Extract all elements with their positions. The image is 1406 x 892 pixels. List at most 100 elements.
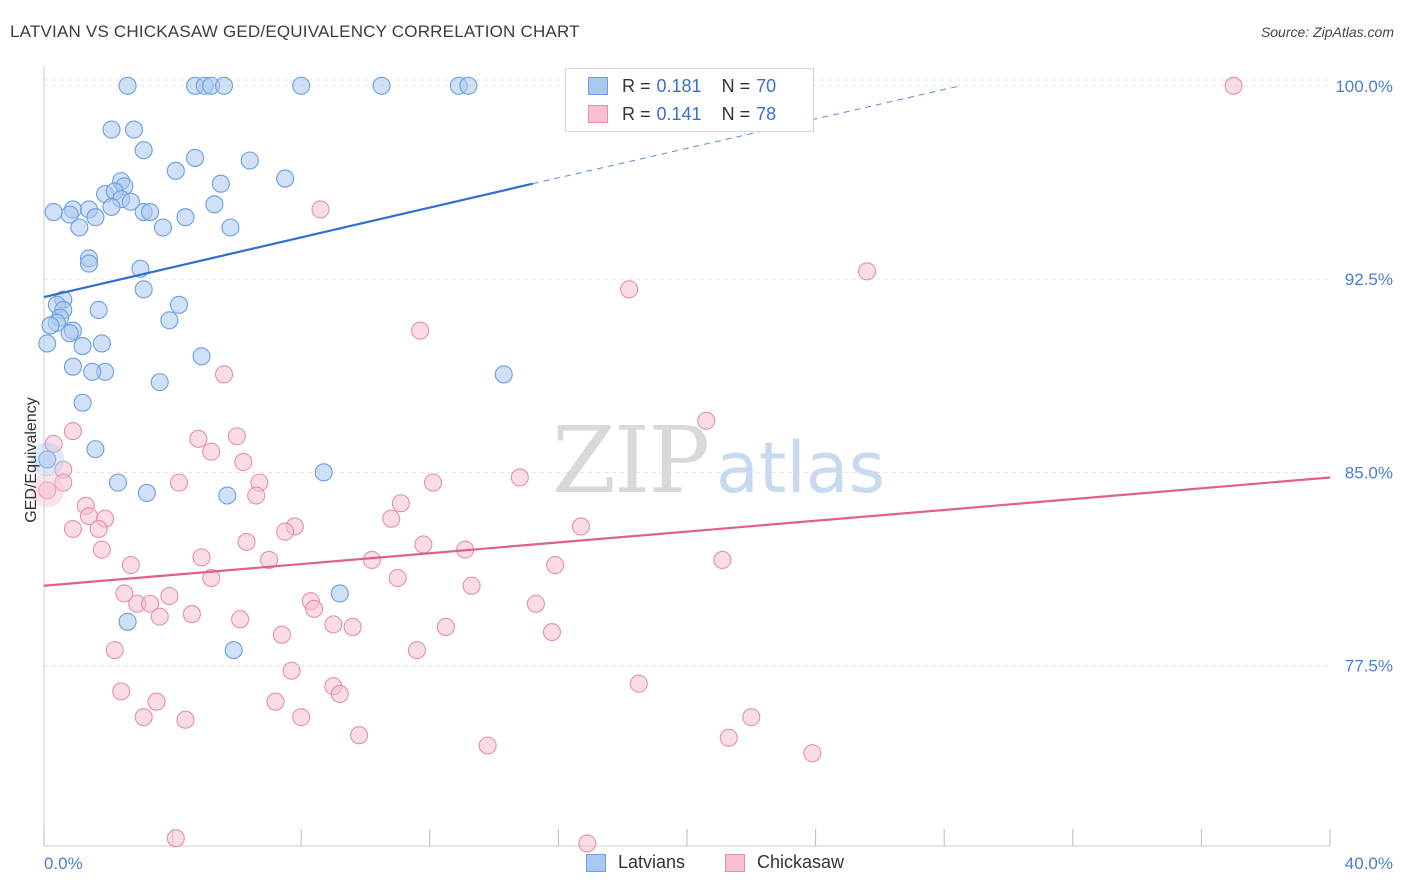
gridlines (44, 79, 1330, 667)
chickasaw-point (713, 550, 732, 569)
latvians-point (73, 337, 92, 356)
latvians-point (218, 486, 237, 505)
latvians-point (38, 334, 57, 353)
latvians-point (214, 76, 234, 95)
latvians-point (44, 202, 63, 222)
correlation-legend: R = 0.181 N = 70 R = 0.141 N = 78 (565, 68, 814, 132)
chickasaw-point (719, 728, 738, 747)
latvians-point (240, 151, 259, 170)
latvians-points (30, 76, 513, 660)
latvians-point (124, 120, 144, 139)
chickasaw-point (510, 468, 529, 487)
latvians-trend-line (43, 182, 533, 299)
legend-row-chickasaw: R = 0.141 N = 78 (588, 103, 776, 125)
chickasaw-point (63, 519, 82, 539)
latvians-point (314, 463, 333, 482)
chickasaw-point (305, 599, 324, 618)
legend-r-label: R = (622, 75, 651, 96)
latvians-point (211, 174, 230, 193)
chickasaw-point (697, 411, 716, 430)
latvians-point (86, 440, 105, 459)
chickasaw-point (176, 710, 195, 729)
chickasaw-point (150, 607, 169, 626)
latvians-point (86, 208, 105, 227)
latvians-point (205, 195, 224, 214)
chickasaw-point (578, 834, 597, 853)
chickasaw-swatch (588, 105, 608, 123)
latvians-point (459, 76, 478, 95)
chickasaw-point (629, 674, 648, 693)
chickasaw-point (141, 594, 160, 613)
latvians-point (150, 373, 169, 392)
chickasaw-trend-line (43, 476, 1331, 587)
chickasaw-point (234, 452, 253, 472)
latvians-point (63, 357, 82, 376)
source-label: Source: ZipAtlas.com (1260, 24, 1394, 40)
legend-r-value: 0.181 (656, 75, 702, 96)
latvians-point (41, 316, 60, 335)
y-tick-label: 92.5% (1345, 270, 1393, 289)
chickasaw-point (382, 509, 401, 528)
chickasaw-point (247, 486, 266, 505)
chickasaw-point (169, 473, 189, 492)
latvians-point (169, 295, 189, 314)
latvians-point (494, 365, 513, 384)
chickasaw-point (192, 548, 211, 567)
bottom-legend-chickasaw: Chickasaw (725, 852, 844, 873)
latvians-point (83, 362, 102, 381)
latvians-point (89, 300, 108, 320)
latvians-point (92, 334, 111, 353)
chickasaw-point (105, 641, 124, 660)
chickasaw-point-large (30, 473, 65, 508)
chickasaw-point (134, 708, 153, 727)
latvians-point (160, 311, 179, 330)
y-tick-labels: 77.5% 85.0% 92.5% 100.0% (1335, 77, 1393, 676)
latvians-trend-extension (532, 85, 961, 185)
watermark-atlas: atlas (716, 427, 885, 509)
chickasaw-legend-label: Chickasaw (757, 852, 845, 872)
latvians-point (292, 76, 311, 95)
chickasaw-point (44, 434, 63, 454)
chickasaw-point (63, 422, 82, 441)
latvians-point (221, 218, 240, 237)
chickasaw-points (30, 76, 1243, 853)
latvians-point (166, 161, 185, 180)
latvians-point (330, 584, 349, 603)
chickasaw-point (362, 550, 381, 569)
latvians-point (108, 473, 127, 492)
latvians-point (372, 76, 391, 95)
chickasaw-point (38, 481, 57, 500)
chickasaw-point (526, 594, 545, 613)
y-tick-label: 77.5% (1345, 657, 1393, 676)
chickasaw-point (414, 535, 433, 554)
latvians-point (121, 192, 140, 211)
chickasaw-point (436, 617, 455, 637)
latvians-point (153, 218, 173, 237)
chickasaw-point (214, 365, 234, 384)
chickasaw-point (147, 692, 166, 711)
latvians-point (224, 641, 243, 660)
chickasaw-point (391, 494, 410, 513)
latvians-point (134, 280, 153, 299)
y-tick-label: 100.0% (1335, 77, 1393, 96)
legend-r-value: 0.141 (656, 103, 702, 124)
legend-n-label: N = (721, 103, 751, 124)
chickasaw-point (182, 605, 201, 624)
chickasaw-point (1224, 76, 1243, 95)
latvians-legend-swatch (586, 853, 606, 872)
chickasaw-point (292, 708, 311, 727)
chickasaw-point (259, 550, 279, 569)
latvians-point (276, 169, 295, 188)
chickasaw-point (423, 473, 443, 492)
latvians-point (102, 120, 121, 139)
chickasaw-point (231, 610, 250, 629)
y-tick-label: 85.0% (1345, 463, 1393, 482)
chickasaw-point (620, 280, 639, 299)
chickasaw-point (803, 744, 822, 763)
trend-lines (43, 85, 1331, 587)
chickasaw-point (388, 568, 407, 588)
chickasaw-point (478, 736, 497, 755)
latvians-point (38, 450, 57, 469)
latvians-point (118, 76, 137, 95)
y-axis-label: GED/Equivalency (23, 397, 40, 522)
